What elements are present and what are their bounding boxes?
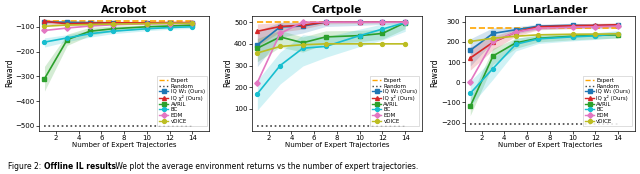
Text: Figure 2:: Figure 2: (8, 161, 44, 171)
X-axis label: Number of Expert Trajectories: Number of Expert Trajectories (497, 142, 602, 148)
X-axis label: Number of Expert Trajectories: Number of Expert Trajectories (285, 142, 389, 148)
Y-axis label: Reward: Reward (223, 59, 232, 88)
Legend: Expert, Random, IQ W₁ (Ours), IQ χ² (Ours), AVRIL, BC, EDM, vDICE: Expert, Random, IQ W₁ (Ours), IQ χ² (Our… (157, 76, 207, 126)
Legend: Expert, Random, IQ W₁ (Ours), IQ χ² (Ours), AVRIL, BC, EDM, vDICE: Expert, Random, IQ W₁ (Ours), IQ χ² (Our… (371, 76, 419, 126)
Legend: Expert, Random, IQ W₁ (Ours), IQ χ² (Ours), AVRIL, BC, EDM, vDICE: Expert, Random, IQ W₁ (Ours), IQ χ² (Our… (583, 76, 632, 126)
Title: Cartpole: Cartpole (312, 5, 362, 15)
X-axis label: Number of Expert Trajectories: Number of Expert Trajectories (72, 142, 177, 148)
Y-axis label: Reward: Reward (5, 59, 14, 88)
Y-axis label: Reward: Reward (431, 59, 440, 88)
Text: We plot the average environment returns vs the number of expert trajectories.: We plot the average environment returns … (113, 161, 418, 171)
Text: Offline IL results.: Offline IL results. (44, 161, 118, 171)
Title: Acrobot: Acrobot (101, 5, 147, 15)
Title: LunarLander: LunarLander (513, 5, 587, 15)
